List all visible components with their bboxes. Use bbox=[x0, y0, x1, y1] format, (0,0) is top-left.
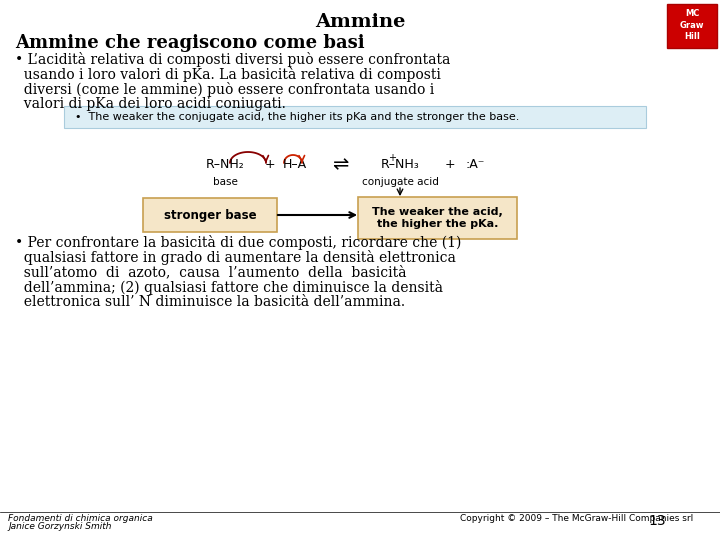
Text: Copyright © 2009 – The McGraw-Hill Companies srl: Copyright © 2009 – The McGraw-Hill Compa… bbox=[460, 514, 693, 523]
Text: +: + bbox=[388, 153, 396, 163]
Text: +: + bbox=[445, 159, 455, 172]
Text: H–A: H–A bbox=[283, 159, 307, 172]
Text: dell’ammina; (2) qualsiasi fattore che diminuisce la densità: dell’ammina; (2) qualsiasi fattore che d… bbox=[15, 280, 443, 295]
Text: elettronica sull’ N diminuisce la basicità dell’ammina.: elettronica sull’ N diminuisce la basici… bbox=[15, 295, 405, 309]
Text: qualsiasi fattore in grado di aumentare la densità elettronica: qualsiasi fattore in grado di aumentare … bbox=[15, 250, 456, 265]
FancyBboxPatch shape bbox=[143, 198, 277, 232]
Text: 13: 13 bbox=[648, 514, 665, 528]
Text: sull’atomo  di  azoto,  causa  l’aumento  della  basicità: sull’atomo di azoto, causa l’aumento del… bbox=[15, 265, 407, 279]
Text: diversi (come le ammine) può essere confrontata usando i: diversi (come le ammine) può essere conf… bbox=[15, 82, 434, 97]
Text: Janice Gorzynski Smith: Janice Gorzynski Smith bbox=[8, 522, 112, 531]
Text: usando i loro valori di pKa. La basicità relativa di composti: usando i loro valori di pKa. La basicità… bbox=[15, 67, 441, 82]
FancyBboxPatch shape bbox=[667, 4, 717, 48]
Text: • Per confrontare la basicità di due composti, ricordare che (1): • Per confrontare la basicità di due com… bbox=[15, 235, 462, 250]
Text: ⇌: ⇌ bbox=[332, 156, 348, 174]
FancyBboxPatch shape bbox=[64, 106, 646, 128]
Text: Ammine: Ammine bbox=[315, 13, 405, 31]
Text: Fondamenti di chimica organica: Fondamenti di chimica organica bbox=[8, 514, 153, 523]
Text: stronger base: stronger base bbox=[163, 208, 256, 221]
Text: +: + bbox=[265, 159, 275, 172]
Text: the higher the pKa.: the higher the pKa. bbox=[377, 219, 498, 229]
Text: valori di pKa dei loro acidi coniugati.: valori di pKa dei loro acidi coniugati. bbox=[15, 97, 286, 111]
Text: •  The weaker the conjugate acid, the higher its pKa and the stronger the base.: • The weaker the conjugate acid, the hig… bbox=[75, 112, 519, 122]
Text: base: base bbox=[212, 177, 238, 187]
Text: conjugate acid: conjugate acid bbox=[361, 177, 438, 187]
Text: :A⁻: :A⁻ bbox=[465, 159, 485, 172]
FancyBboxPatch shape bbox=[358, 197, 517, 239]
Text: R–NH₃: R–NH₃ bbox=[381, 159, 419, 172]
Text: R–NH₂: R–NH₂ bbox=[206, 159, 244, 172]
Text: The weaker the acid,: The weaker the acid, bbox=[372, 207, 503, 217]
Text: • L’acidità relativa di composti diversi può essere confrontata: • L’acidità relativa di composti diversi… bbox=[15, 52, 451, 67]
Text: MC
Graw
Hill: MC Graw Hill bbox=[680, 9, 704, 40]
Text: Ammine che reagiscono come basi: Ammine che reagiscono come basi bbox=[15, 34, 364, 52]
